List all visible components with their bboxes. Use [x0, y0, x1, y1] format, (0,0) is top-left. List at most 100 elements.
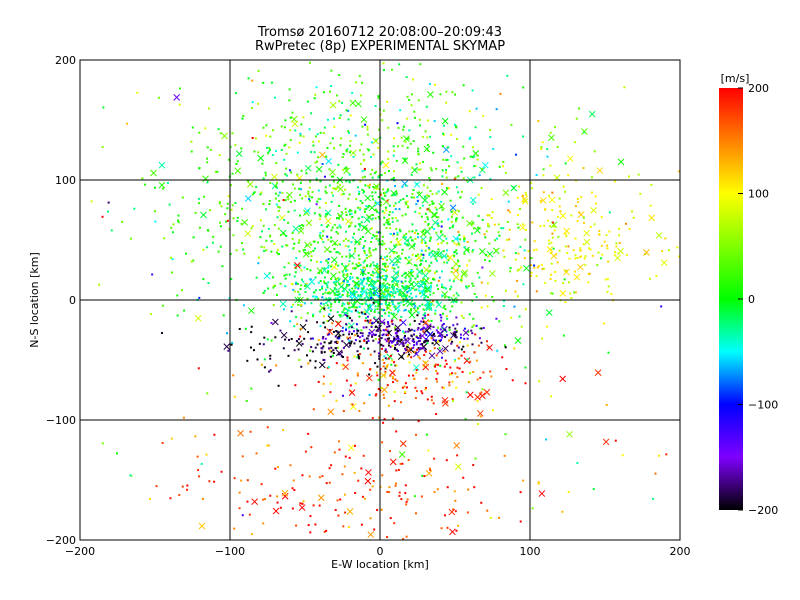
scatter-point [355, 328, 358, 331]
scatter-point [317, 156, 320, 159]
scatter-point [337, 336, 340, 339]
scatter-point [370, 141, 373, 144]
scatter-point-cross [452, 267, 460, 275]
scatter-point [374, 291, 377, 294]
scatter-point [423, 296, 426, 299]
scatter-point [502, 165, 505, 168]
scatter-point-cross [280, 331, 288, 339]
scatter-point [377, 239, 380, 242]
scatter-point [531, 187, 534, 190]
scatter-point [220, 205, 223, 208]
scatter-point [300, 365, 303, 368]
scatter-point [321, 285, 324, 288]
scatter-point [522, 86, 525, 89]
scatter-point [392, 176, 395, 179]
scatter-point [554, 270, 557, 273]
scatter-point [358, 74, 361, 77]
scatter-point [285, 152, 288, 155]
scatter-point [451, 340, 454, 343]
scatter-point [652, 497, 655, 500]
scatter-point [365, 326, 368, 329]
scatter-point-cross [550, 221, 558, 229]
scatter-point [451, 305, 454, 308]
scatter-point [241, 207, 244, 210]
scatter-point [327, 258, 330, 261]
scatter-point [315, 86, 318, 89]
scatter-point [363, 245, 366, 248]
scatter-point [309, 180, 312, 183]
scatter-point [291, 507, 294, 510]
scatter-point [594, 202, 597, 205]
scatter-point [575, 117, 578, 120]
scatter-point [338, 217, 341, 220]
scatter-point [308, 195, 311, 198]
scatter-point [418, 212, 421, 215]
scatter-point [378, 355, 381, 358]
scatter-point-cross [257, 154, 265, 162]
scatter-point [335, 293, 338, 296]
scatter-point [489, 136, 492, 139]
scatter-point [365, 207, 368, 210]
scatter-point-cross [344, 218, 352, 225]
scatter-point [396, 255, 399, 258]
scatter-point [324, 186, 327, 189]
scatter-point [535, 173, 538, 176]
scatter-point [248, 513, 251, 516]
scatter-point [349, 336, 352, 339]
scatter-point [397, 305, 400, 308]
scatter-point [295, 340, 298, 343]
scatter-point [371, 417, 374, 420]
scatter-point [393, 390, 396, 393]
scatter-point [315, 203, 318, 206]
scatter-point [300, 303, 303, 306]
scatter-point [461, 216, 464, 219]
scatter-point [172, 231, 175, 234]
scatter-point [416, 275, 419, 278]
scatter-point [503, 344, 506, 347]
scatter-point-cross [297, 227, 305, 235]
scatter-point [381, 235, 384, 238]
scatter-point [405, 194, 408, 197]
scatter-point [363, 167, 366, 170]
scatter-point-cross [413, 364, 420, 371]
scatter-point [400, 136, 403, 139]
scatter-point [288, 169, 291, 172]
scatter-point [414, 168, 417, 171]
scatter-point [573, 270, 576, 273]
scatter-point [361, 188, 364, 191]
scatter-point [328, 467, 331, 470]
scatter-point [495, 108, 498, 111]
scatter-point [386, 265, 389, 268]
scatter-point [416, 199, 419, 202]
scatter-point-cross [660, 259, 668, 267]
scatter-point [464, 418, 467, 421]
scatter-point [286, 244, 289, 247]
scatter-point [380, 343, 383, 346]
scatter-point [418, 191, 421, 194]
scatter-point [231, 172, 234, 175]
scatter-point [410, 307, 413, 310]
scatter-point-cross [483, 388, 491, 396]
scatter-point [348, 260, 351, 263]
scatter-point [335, 230, 338, 233]
scatter-point [405, 500, 408, 503]
scatter-point [289, 464, 292, 467]
scatter-point [516, 196, 519, 199]
scatter-point [431, 202, 434, 205]
scatter-point [451, 240, 454, 243]
scatter-point [375, 237, 378, 240]
scatter-point-cross [348, 322, 355, 330]
scatter-point [429, 325, 432, 328]
scatter-point [394, 344, 397, 347]
scatter-point [404, 484, 407, 487]
scatter-point [551, 232, 554, 235]
scatter-point [508, 238, 511, 241]
scatter-point [369, 517, 372, 520]
scatter-point [284, 143, 287, 146]
scatter-point [448, 384, 451, 387]
scatter-point [338, 448, 341, 451]
scatter-point [415, 341, 418, 344]
scatter-point [368, 393, 371, 396]
scatter-point [393, 185, 396, 188]
scatter-point [388, 450, 391, 453]
